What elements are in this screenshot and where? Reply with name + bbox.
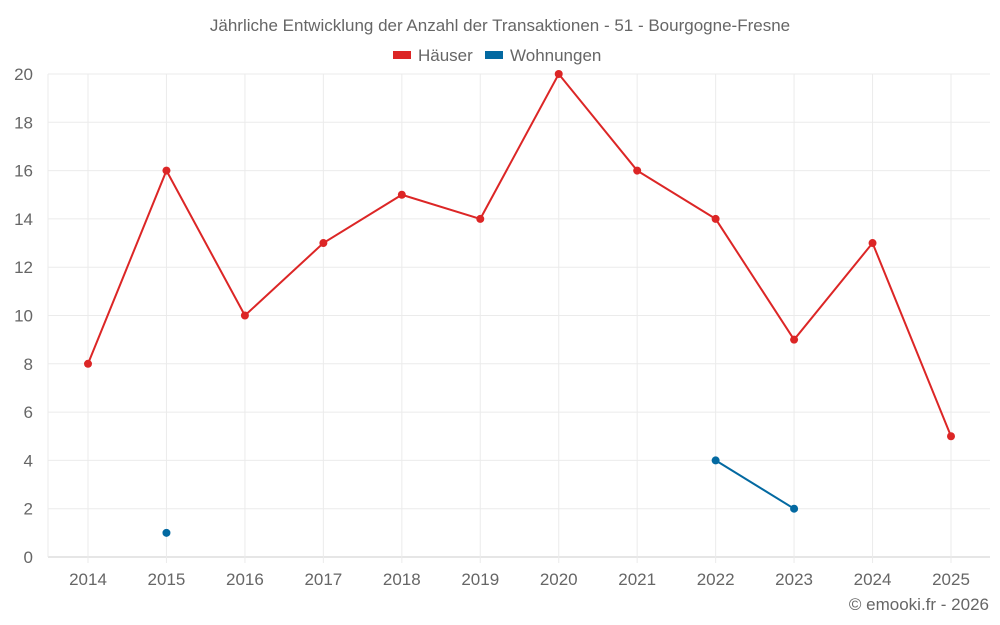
x-tick-label: 2020	[540, 570, 578, 589]
data-point	[868, 239, 877, 248]
credit: © emooki.fr - 2026	[849, 595, 989, 614]
x-tick-label: 2022	[697, 570, 735, 589]
series-line-Häuser	[87, 72, 952, 437]
y-tick-label: 16	[14, 162, 33, 181]
data-point	[711, 214, 720, 223]
x-tick-label: 2018	[383, 570, 421, 589]
data-point	[162, 166, 171, 175]
y-tick-label: 20	[14, 65, 33, 84]
x-tick-label: 2019	[461, 570, 499, 589]
legend-label: Häuser	[418, 46, 473, 65]
data-point	[476, 214, 485, 223]
data-point	[633, 166, 642, 175]
chart-title: Jährliche Entwicklung der Anzahl der Tra…	[210, 16, 790, 35]
x-tick-label: 2025	[932, 570, 970, 589]
data-point	[790, 335, 799, 344]
data-point	[240, 311, 249, 320]
x-tick-label: 2014	[69, 570, 107, 589]
y-tick-label: 18	[14, 113, 33, 132]
y-tick-label: 0	[24, 548, 33, 567]
data-point	[947, 432, 955, 441]
data-point	[162, 528, 171, 537]
y-tick-label: 14	[14, 210, 33, 229]
x-tick-label: 2023	[775, 570, 813, 589]
x-tick-label: 2015	[148, 570, 186, 589]
legend: Häuser Wohnungen	[393, 46, 601, 65]
y-tick-label: 10	[14, 307, 33, 326]
data-point	[84, 359, 92, 368]
data-point	[790, 504, 799, 513]
x-tick-label: 2021	[618, 570, 656, 589]
y-tick-label: 6	[24, 403, 33, 422]
legend-swatch	[393, 51, 411, 59]
data-point	[397, 190, 406, 199]
y-tick-label: 2	[24, 500, 33, 519]
series-line-Wohnungen	[715, 459, 795, 510]
x-tick-label: 2017	[304, 570, 342, 589]
y-tick-label: 8	[24, 355, 33, 374]
legend-swatch	[485, 51, 503, 59]
data-point	[554, 70, 563, 78]
y-tick-label: 12	[14, 258, 33, 277]
x-tick-label: 2016	[226, 570, 264, 589]
data-point	[319, 239, 328, 248]
data-point	[711, 456, 720, 465]
x-tick-label: 2024	[854, 570, 892, 589]
y-tick-label: 4	[24, 451, 33, 470]
legend-label: Wohnungen	[510, 46, 601, 65]
